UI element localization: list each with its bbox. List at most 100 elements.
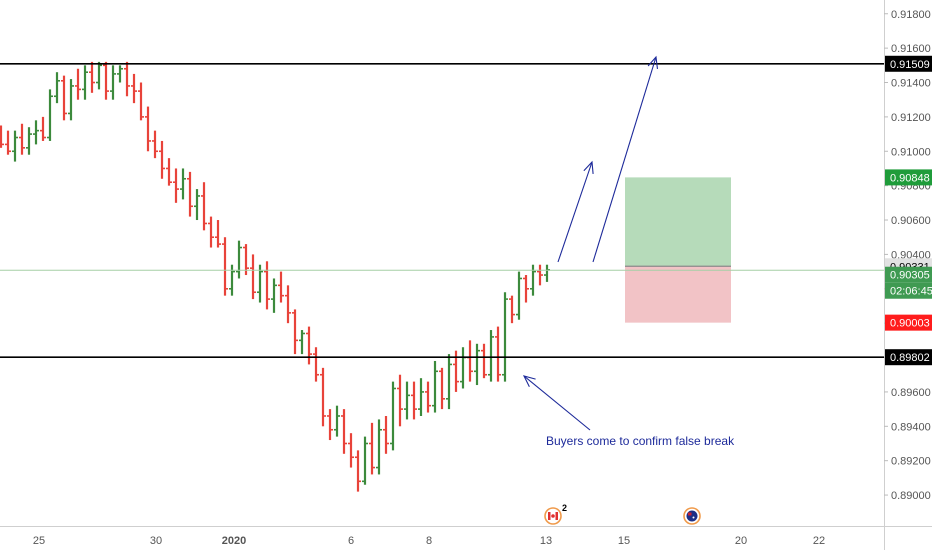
ohlc-bar bbox=[75, 68, 81, 100]
ohlc-bar bbox=[397, 374, 403, 427]
ohlc-bar bbox=[96, 61, 102, 90]
grid bbox=[0, 0, 884, 526]
ohlc-bar bbox=[313, 347, 319, 382]
projection-arrow-long[interactable] bbox=[592, 55, 659, 263]
x-tick-label: 20 bbox=[735, 535, 747, 547]
y-tick-label: 0.90600 bbox=[891, 215, 931, 227]
annotation-arrow[interactable] bbox=[522, 375, 591, 431]
arrow-shaft bbox=[557, 161, 593, 263]
stop-loss-zone[interactable] bbox=[625, 266, 731, 323]
ohlc-bar bbox=[68, 79, 74, 121]
ohlc-bar bbox=[145, 106, 151, 152]
ohlc-bar bbox=[138, 82, 144, 121]
ohlc-bar bbox=[516, 271, 522, 320]
target-price-label: 0.90848 bbox=[885, 169, 932, 186]
ohlc-bar bbox=[418, 378, 424, 416]
ohlc-bar bbox=[502, 292, 508, 382]
ohlc-bar bbox=[173, 168, 179, 203]
ohlc-bar bbox=[215, 220, 221, 248]
ohlc-bar bbox=[54, 72, 60, 104]
ohlc-bar bbox=[19, 123, 25, 155]
current-price-label: 0.90305 bbox=[885, 266, 932, 283]
price-label-box bbox=[885, 314, 932, 331]
ohlc-bar bbox=[166, 158, 172, 186]
countdown-text: 02:06:45 bbox=[890, 286, 932, 298]
y-tick-label: 0.89400 bbox=[891, 421, 931, 433]
x-tick-label: 22 bbox=[813, 535, 825, 547]
ohlc-bar bbox=[481, 343, 487, 379]
flag-leaf bbox=[551, 514, 555, 518]
ohlc-bar bbox=[12, 130, 18, 162]
take-profit-zone[interactable] bbox=[625, 177, 731, 267]
levels[interactable] bbox=[0, 62, 884, 358]
y-tick-label: 0.89000 bbox=[891, 490, 931, 502]
y-tick-label: 0.89200 bbox=[891, 456, 931, 468]
ohlc-bar bbox=[180, 168, 186, 200]
ohlc-bar bbox=[131, 73, 137, 104]
event-badge[interactable] bbox=[683, 507, 701, 525]
time-axis[interactable]: 232530202068131520222 bbox=[0, 503, 932, 547]
ohlc-bar bbox=[117, 65, 123, 83]
ohlc-bar bbox=[446, 354, 452, 410]
ohlc-bar bbox=[355, 450, 361, 492]
australia-flag-icon bbox=[686, 510, 698, 522]
ohlc-bar bbox=[187, 171, 193, 217]
ohlc-bar bbox=[47, 89, 53, 141]
arrow-head bbox=[647, 55, 659, 69]
event-badge[interactable]: 2 bbox=[544, 503, 567, 525]
ohlc-bar bbox=[236, 240, 242, 279]
ohlc-bar bbox=[348, 433, 354, 468]
position-tool[interactable] bbox=[625, 177, 731, 323]
ohlc-bar bbox=[194, 189, 200, 221]
event-count: 2 bbox=[562, 503, 567, 513]
price-label-text: 0.90305 bbox=[890, 270, 930, 282]
annotation-text: Buyers come to confirm false break bbox=[546, 434, 735, 448]
x-tick-label: 2020 bbox=[222, 535, 246, 547]
price-label-text: 0.90003 bbox=[890, 318, 930, 330]
x-tick-label: 13 bbox=[540, 535, 552, 547]
ohlc-bar bbox=[320, 367, 326, 427]
ohlc-bar bbox=[159, 140, 165, 179]
ohlc-bar bbox=[124, 61, 130, 97]
ohlc-bar bbox=[208, 216, 214, 248]
y-tick-label: 0.89600 bbox=[891, 387, 931, 399]
ohlc-bar bbox=[383, 415, 389, 454]
ohlc-bar bbox=[264, 261, 270, 310]
ohlc-bar bbox=[103, 61, 109, 100]
x-tick-label: 8 bbox=[426, 535, 432, 547]
ohlc-bar bbox=[152, 130, 158, 159]
y-tick-label: 0.91000 bbox=[891, 146, 931, 158]
arrow-head bbox=[583, 160, 594, 174]
ohlc-bar bbox=[439, 367, 445, 410]
ohlc-bar bbox=[474, 343, 480, 386]
ohlc-bar bbox=[488, 330, 494, 382]
ohlc-bar bbox=[509, 295, 515, 324]
ohlc-bar bbox=[40, 116, 46, 141]
ohlc-bar bbox=[299, 330, 305, 355]
ohlc-bar bbox=[222, 237, 228, 296]
arrow-shaft bbox=[592, 56, 657, 263]
flag-band bbox=[548, 512, 551, 520]
x-tick-label: 6 bbox=[348, 535, 354, 547]
ohlc-bar bbox=[341, 409, 347, 454]
support-price-label: 0.89802 bbox=[885, 349, 932, 366]
projection-arrow-short[interactable] bbox=[557, 160, 594, 263]
ohlc-bar bbox=[411, 381, 417, 420]
flag-band bbox=[555, 512, 558, 520]
stop-price-label: 0.90003 bbox=[885, 314, 932, 331]
price-label-box bbox=[885, 169, 932, 186]
ohlc-bar bbox=[110, 65, 116, 100]
ohlc-bar bbox=[292, 309, 298, 355]
ohlc-bar bbox=[271, 278, 277, 313]
arrows[interactable] bbox=[522, 55, 659, 431]
ohlc-bar bbox=[376, 419, 382, 475]
y-tick-label: 0.91200 bbox=[891, 112, 931, 124]
price-label-box bbox=[885, 349, 932, 366]
ohlc-bar bbox=[306, 326, 312, 365]
ohlc-bar bbox=[89, 61, 95, 93]
ohlc-bar bbox=[425, 381, 431, 413]
ohlc-bar bbox=[495, 326, 501, 382]
ohlc-bar bbox=[390, 381, 396, 451]
